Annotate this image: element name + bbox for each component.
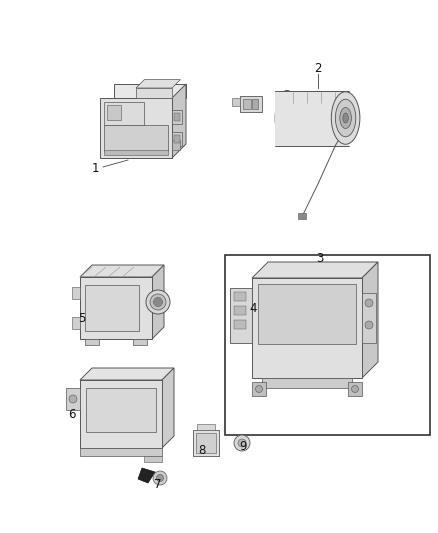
Bar	[104, 102, 144, 125]
Bar	[348, 382, 362, 396]
Bar	[362, 293, 376, 343]
Ellipse shape	[331, 92, 360, 144]
Text: 4: 4	[249, 302, 257, 314]
Bar	[80, 380, 162, 448]
Text: 3: 3	[316, 252, 324, 264]
Bar	[172, 140, 180, 150]
Bar	[232, 98, 240, 106]
Bar	[136, 88, 172, 98]
Bar	[154, 299, 162, 305]
Circle shape	[69, 395, 77, 403]
Bar	[225, 255, 430, 435]
Bar	[72, 317, 80, 329]
Bar	[107, 105, 121, 120]
Polygon shape	[152, 265, 164, 339]
Text: 9: 9	[239, 440, 247, 454]
Bar	[230, 288, 252, 343]
Bar	[193, 430, 219, 456]
Bar	[252, 382, 266, 396]
Ellipse shape	[343, 113, 348, 123]
Bar	[243, 99, 251, 109]
Bar	[66, 388, 80, 410]
Bar	[262, 378, 352, 388]
Polygon shape	[276, 91, 349, 146]
Bar	[174, 113, 180, 121]
Circle shape	[352, 385, 358, 392]
Text: 2: 2	[314, 61, 322, 75]
Bar	[197, 424, 215, 430]
Circle shape	[365, 321, 373, 329]
Polygon shape	[80, 368, 174, 380]
Polygon shape	[162, 368, 174, 448]
Bar	[252, 99, 258, 109]
Bar	[298, 213, 306, 219]
Bar	[144, 456, 162, 462]
Circle shape	[234, 435, 250, 451]
Text: 5: 5	[78, 311, 86, 325]
Circle shape	[153, 471, 167, 485]
Bar	[133, 339, 147, 345]
Polygon shape	[362, 262, 378, 378]
Bar	[104, 125, 168, 151]
Polygon shape	[172, 84, 186, 158]
Text: 8: 8	[198, 443, 206, 456]
Bar	[80, 448, 162, 456]
Circle shape	[146, 290, 170, 314]
Polygon shape	[252, 262, 378, 278]
Circle shape	[238, 439, 246, 447]
Circle shape	[156, 474, 163, 481]
Polygon shape	[136, 79, 180, 88]
Bar	[85, 285, 139, 331]
Bar	[174, 135, 180, 143]
Bar	[86, 388, 156, 432]
Circle shape	[365, 299, 373, 307]
Bar	[234, 306, 246, 315]
Bar	[72, 287, 80, 299]
Polygon shape	[114, 84, 186, 98]
Bar	[100, 98, 172, 158]
Circle shape	[150, 294, 166, 310]
Text: 1: 1	[91, 161, 99, 174]
Bar	[240, 96, 262, 112]
Polygon shape	[138, 468, 155, 483]
Polygon shape	[80, 265, 164, 277]
Ellipse shape	[275, 91, 299, 146]
Bar	[252, 278, 362, 378]
Text: 7: 7	[154, 479, 162, 491]
Bar	[172, 132, 182, 146]
Bar	[258, 284, 356, 344]
Bar	[85, 339, 99, 345]
Circle shape	[255, 385, 262, 392]
Bar	[234, 320, 246, 329]
Bar	[172, 110, 182, 124]
Ellipse shape	[336, 99, 356, 137]
Bar	[196, 433, 216, 453]
Ellipse shape	[340, 108, 351, 128]
Bar	[234, 292, 246, 301]
Bar	[104, 150, 168, 155]
Bar	[80, 277, 152, 339]
Circle shape	[153, 297, 162, 306]
Text: 6: 6	[68, 408, 76, 422]
